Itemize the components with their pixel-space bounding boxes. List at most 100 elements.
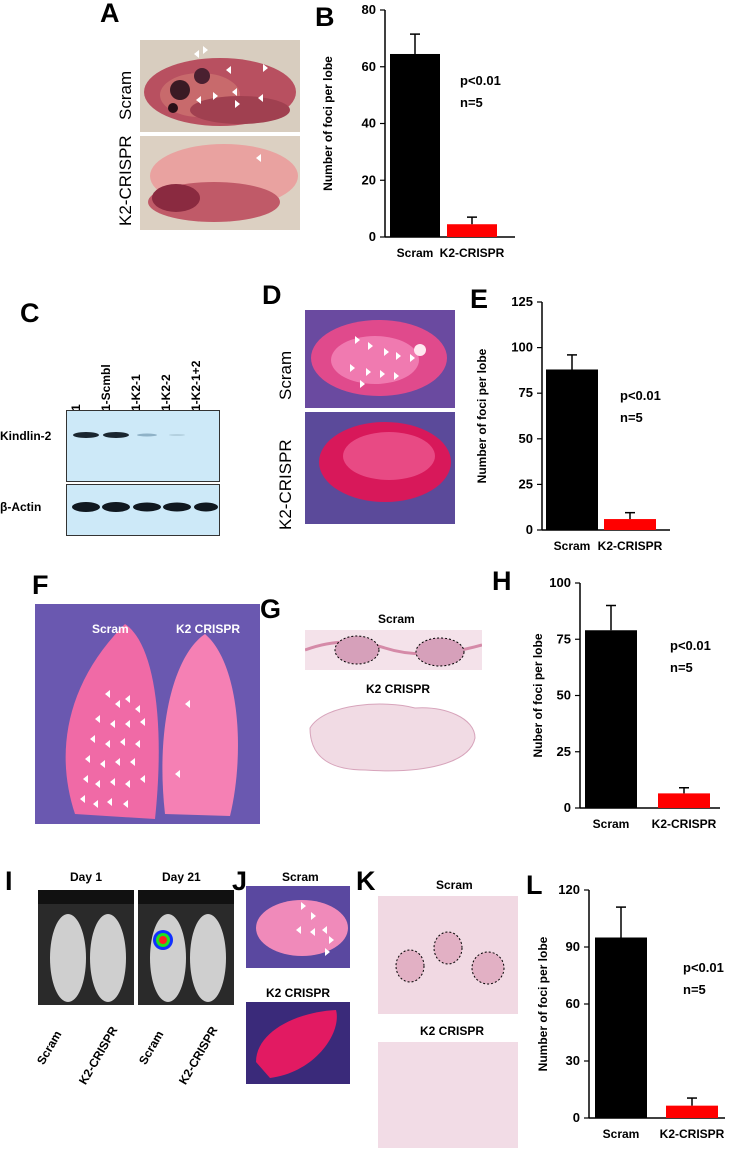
panel-k-label-scram: Scram	[436, 878, 473, 892]
y-tick-label: 50	[557, 688, 571, 703]
lung-image-crispr	[148, 144, 298, 222]
arrowhead-icon	[95, 715, 100, 723]
panel-a-photo-scram	[140, 40, 300, 132]
panel-letter-g: G	[260, 594, 282, 624]
arrowhead-icon	[83, 775, 88, 783]
panel-f-label-scram: Scram	[92, 622, 129, 636]
arrowhead-icon	[120, 738, 125, 746]
arrowhead-icon	[130, 758, 135, 766]
arrowhead-icon	[125, 695, 130, 703]
western-blot-kindlin2	[66, 410, 220, 482]
y-tick-label: 120	[558, 882, 580, 897]
panel-d-label-scram: Scram	[276, 350, 295, 400]
x-tick-label: Scram	[593, 817, 630, 831]
panel-k-label-crispr: K2 CRISPR	[420, 1024, 485, 1038]
panel-i-day21-label: Day 21	[162, 870, 201, 884]
y-tick-label: 0	[573, 1110, 580, 1125]
panel-g-label-scram: Scram	[378, 612, 415, 626]
arrowhead-icon	[115, 758, 120, 766]
y-tick-label: 80	[362, 2, 376, 17]
y-axis-label: Number of foci per lobe	[475, 348, 489, 483]
panel-k-histology-scram	[378, 896, 518, 1014]
y-axis-label: Nuber of foci per lobe	[531, 633, 545, 757]
panel-letter-b: B	[315, 2, 335, 32]
arrowhead-icon	[110, 720, 115, 728]
p-value-annotation: p<0.01	[683, 960, 724, 975]
panel-j-photo-crispr	[246, 1002, 350, 1084]
y-tick-label: 125	[511, 294, 533, 309]
panel-i-day1-label: Day 1	[70, 870, 103, 884]
panel-a-label-crispr: K2-CRISPR	[116, 135, 135, 226]
arrowhead-icon	[123, 800, 128, 808]
panel-d-photo-scram	[305, 310, 455, 408]
arrowhead-icon	[80, 795, 85, 803]
y-tick-label: 60	[566, 996, 580, 1011]
y-tick-label: 0	[564, 800, 571, 815]
y-tick-label: 75	[519, 385, 533, 400]
panel-i-label-scram-1: Scram	[34, 1028, 65, 1067]
y-tick-label: 25	[557, 744, 571, 759]
arrowhead-icon	[93, 800, 98, 808]
panel-g-histology-crispr	[305, 698, 482, 778]
panel-g-histology-scram	[305, 630, 482, 670]
arrowhead-icon	[135, 705, 140, 713]
y-tick-label: 50	[519, 431, 533, 446]
arrowhead-icon	[105, 690, 110, 698]
arrowhead-icon	[175, 770, 180, 778]
panel-f-label-crispr: K2 CRISPR	[176, 622, 241, 636]
arrowhead-icon	[115, 700, 120, 708]
y-tick-label: 20	[362, 172, 376, 187]
western-blot-actin	[66, 484, 220, 536]
n-annotation: n=5	[670, 660, 693, 675]
bar	[604, 519, 656, 530]
bar	[595, 937, 647, 1118]
blot-row-label-actin: β-Actin	[0, 500, 42, 514]
arrowhead-icon	[135, 740, 140, 748]
panel-j-label-scram: Scram	[282, 870, 319, 884]
bar	[658, 793, 710, 808]
bar-chart-e: 0 25 50 75 100 125 Number of foci per lobe Scra…	[475, 294, 670, 553]
panel-letter-h: H	[492, 566, 512, 596]
n-annotation: n=5	[620, 410, 643, 425]
arrowhead-icon	[140, 775, 145, 783]
panel-letter-j: J	[232, 866, 248, 896]
bar-chart-l: 0 30 60 90 120 Number of foci per lobe Scram K2…	[536, 882, 725, 1140]
panel-letter-d: D	[262, 280, 282, 310]
y-tick-label: 100	[511, 340, 533, 355]
panel-letter-e: E	[470, 284, 489, 314]
bar-chart-h: 0 25 50 75 100 Nuber of foci per lobe Scram K2-…	[531, 575, 720, 831]
bar	[390, 53, 440, 238]
panel-k-histology-crispr	[378, 1042, 518, 1148]
y-tick-label: 30	[566, 1053, 580, 1068]
arrowhead-icon	[85, 755, 90, 763]
y-tick-label: 0	[369, 229, 376, 244]
y-axis-label: Number of foci per lobe	[536, 936, 550, 1071]
y-tick-label: 100	[549, 575, 571, 590]
arrowhead-icon	[140, 718, 145, 726]
y-tick-label: 90	[566, 939, 580, 954]
x-tick-label: Scram	[554, 539, 591, 553]
blot-lane-label: 4T1-Scmbl	[99, 364, 113, 425]
p-value-annotation: p<0.01	[460, 73, 501, 88]
x-tick-label: Scram	[603, 1127, 640, 1140]
p-value-annotation: p<0.01	[620, 388, 661, 403]
arrowhead-icon	[125, 720, 130, 728]
p-value-annotation: p<0.01	[670, 638, 711, 653]
n-annotation: n=5	[683, 982, 706, 997]
arrowhead-icon	[110, 778, 115, 786]
y-tick-label: 60	[362, 59, 376, 74]
arrowhead-icon	[125, 780, 130, 788]
panel-letter-i: I	[5, 866, 13, 896]
panel-i-label-crispr-2: K2-CRISPR	[176, 1023, 221, 1087]
panel-i-label-crispr-1: K2-CRISPR	[76, 1023, 121, 1087]
panel-j-photo-scram	[246, 886, 350, 968]
lung-image-scram	[144, 46, 296, 126]
arrowhead-icon	[95, 780, 100, 788]
x-tick-label: K2-CRISPR	[598, 539, 663, 553]
panel-g-label-crispr: K2 CRISPR	[366, 682, 431, 696]
panel-letter-l: L	[526, 870, 543, 900]
panel-d-photo-crispr	[305, 412, 455, 524]
x-tick-label: Scram	[397, 246, 434, 260]
n-annotation: n=5	[460, 95, 483, 110]
x-tick-label: K2-CRISPR	[440, 246, 505, 260]
